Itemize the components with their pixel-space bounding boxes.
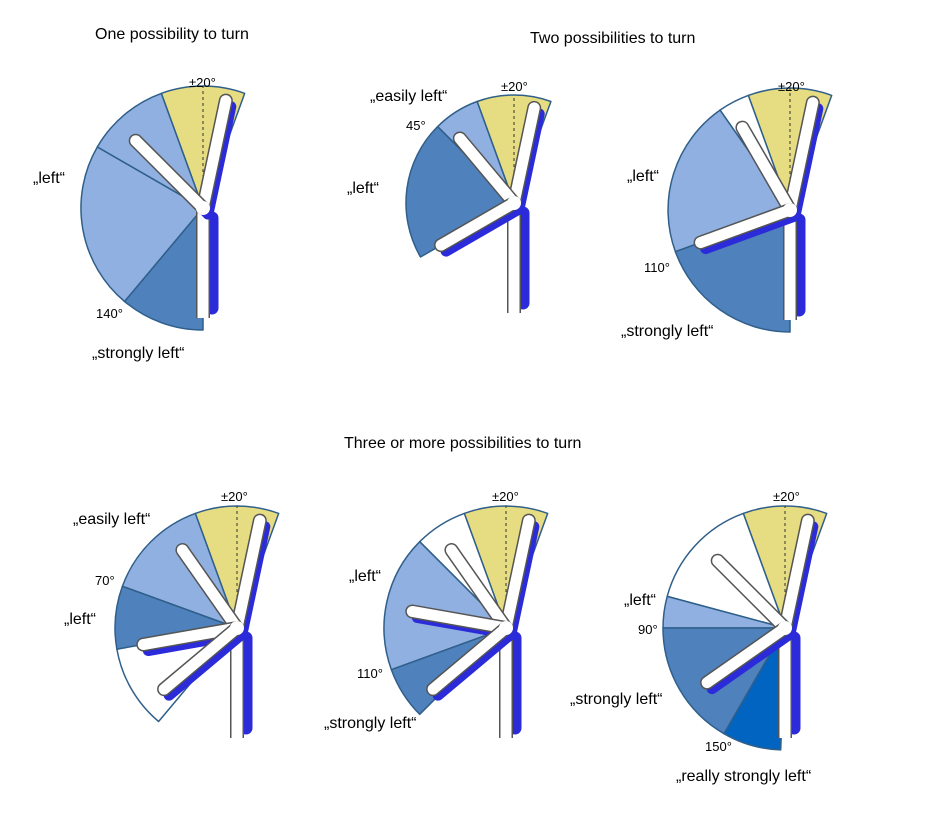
diagram-two-easily-left: [405, 94, 552, 313]
junction-hub: [230, 621, 244, 635]
label-straight-2: ±20°: [501, 79, 528, 94]
sector-light: [80, 146, 204, 303]
outgoing-road: [454, 132, 520, 209]
outgoing-road-shadow: [440, 203, 525, 257]
label-70deg: 70°: [95, 573, 115, 588]
title-one-possibility: One possibility to turn: [95, 26, 249, 43]
outgoing-road: [435, 197, 520, 251]
junction-hub: [507, 196, 521, 210]
label-straight-1: ±20°: [189, 75, 216, 90]
title-three-possibilities: Three or more possibilities to turn: [344, 435, 581, 452]
outgoing-road: [137, 622, 243, 651]
outgoing-road: [406, 605, 512, 634]
diagram-three-left-strongly-left: [383, 505, 549, 738]
diagram-three-really-strongly-left: [662, 505, 828, 751]
diagram-two-strongly-left: [667, 87, 833, 333]
label-90deg: 90°: [638, 622, 658, 637]
label-straight-4: ±20°: [221, 489, 248, 504]
label-straight-3: ±20°: [778, 79, 805, 94]
outgoing-road-shadow: [706, 628, 796, 695]
junction-hub: [196, 201, 210, 215]
label-easily-left-4: „easily left“: [73, 511, 150, 528]
sector-mid: [405, 125, 515, 258]
title-two-possibilities: Two possibilities to turn: [530, 30, 695, 47]
label-left-5: „left“: [349, 568, 381, 585]
label-left-2: „left“: [347, 180, 379, 197]
outgoing-road: [500, 515, 535, 634]
label-140deg: 140°: [96, 306, 123, 321]
outgoing-road: [701, 622, 791, 689]
label-straight-5: ±20°: [492, 489, 519, 504]
label-really-strongly-left: „really strongly left“: [676, 768, 811, 785]
outgoing-road-shadow: [700, 210, 801, 255]
label-strongly-left-6: „strongly left“: [570, 691, 662, 708]
outgoing-road: [427, 622, 512, 695]
label-easily-left-2: „easily left“: [370, 88, 447, 105]
sector-light: [121, 512, 238, 629]
junction-hub: [499, 621, 513, 635]
label-110deg-2: 110°: [357, 666, 383, 681]
label-left-3: „left“: [627, 168, 659, 185]
label-strongly-left-1: „strongly left“: [92, 345, 184, 362]
sector-light: [383, 540, 507, 671]
outgoing-road: [445, 544, 512, 634]
label-110deg-1: 110°: [644, 260, 670, 275]
label-left-6: „left“: [624, 592, 656, 609]
outgoing-road: [158, 622, 243, 695]
label-left-4: „left“: [64, 611, 96, 628]
outgoing-road: [197, 95, 232, 214]
label-left-1: „left“: [33, 170, 65, 187]
junction-hub: [778, 621, 792, 635]
outgoing-road: [712, 555, 791, 634]
outgoing-road: [784, 97, 819, 216]
label-straight-6: ±20°: [773, 489, 800, 504]
label-150deg: 150°: [705, 739, 732, 754]
label-strongly-left-5: „strongly left“: [324, 715, 416, 732]
label-45deg: 45°: [406, 118, 426, 133]
diagram-three-easily-left: [114, 505, 280, 738]
outgoing-road: [176, 544, 243, 634]
outgoing-road: [736, 122, 796, 216]
outgoing-road: [130, 135, 209, 214]
junction-hub: [783, 203, 797, 217]
outgoing-road: [231, 515, 266, 634]
outgoing-road-shadow: [432, 628, 517, 701]
outgoing-road-shadow: [163, 628, 248, 701]
outgoing-road: [779, 515, 814, 634]
diagram-one-possibility: [80, 85, 246, 331]
sector-deep: [723, 627, 786, 751]
outgoing-road: [508, 102, 540, 209]
sector-mid: [123, 207, 204, 331]
outgoing-road: [695, 204, 796, 249]
label-strongly-left-3: „strongly left“: [621, 323, 713, 340]
sector-mid: [674, 209, 791, 333]
